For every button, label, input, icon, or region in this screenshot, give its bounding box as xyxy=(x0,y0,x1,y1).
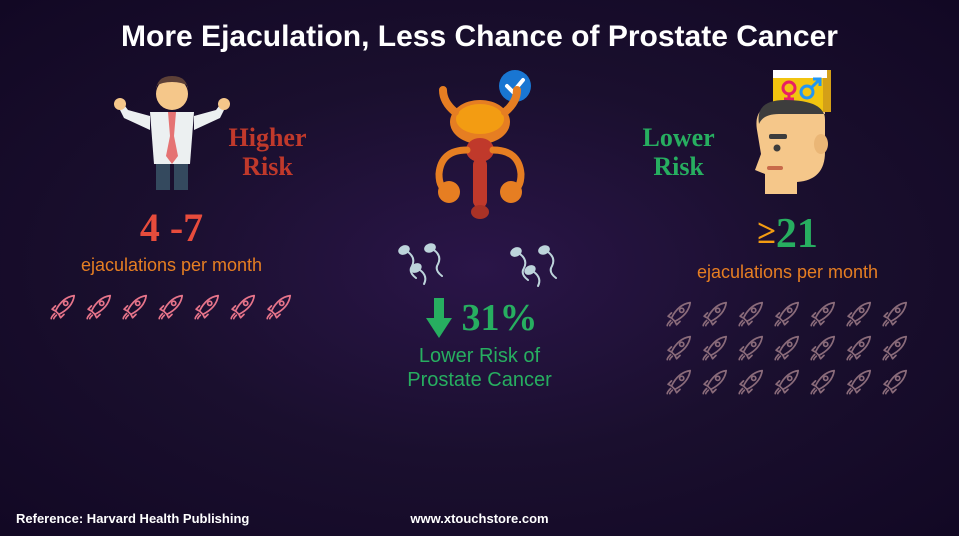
footer-site: www.xtouchstore.com xyxy=(410,511,548,526)
center-caption-line1: Lower Risk of xyxy=(419,345,540,367)
right-caption: ejaculations per month xyxy=(643,262,933,283)
sperm-icons xyxy=(330,240,630,290)
lower-risk-line2: Risk xyxy=(653,152,704,181)
lower-risk-line1: Lower xyxy=(643,123,715,152)
left-caption: ejaculations per month xyxy=(27,255,317,276)
higher-risk-label: Higher Risk xyxy=(229,124,307,181)
organ-icon xyxy=(330,64,630,234)
center-stat: 31% xyxy=(330,296,630,340)
gte-symbol: ≥ xyxy=(757,214,776,251)
right-number-val: 21 xyxy=(776,211,818,257)
sperm-left-icon xyxy=(390,240,460,290)
right-panel: Lower Risk ≥21 ejaculations per month xyxy=(643,64,933,399)
lower-risk-label: Lower Risk xyxy=(643,124,715,181)
higher-risk-line2: Risk xyxy=(242,152,293,181)
left-rockets xyxy=(27,290,317,320)
footer-reference: Reference: Harvard Health Publishing xyxy=(16,511,249,526)
center-caption: Lower Risk of Prostate Cancer xyxy=(330,344,630,392)
sperm-right-icon xyxy=(500,240,570,290)
center-caption-line2: Prostate Cancer xyxy=(407,369,552,391)
infographic-columns: Higher Risk 4 -7 ejaculations per month xyxy=(0,54,959,399)
center-panel: 31% Lower Risk of Prostate Cancer xyxy=(330,64,630,399)
page-title: More Ejaculation, Less Chance of Prostat… xyxy=(0,0,959,54)
higher-risk-line1: Higher xyxy=(229,123,307,152)
left-number: 4 -7 xyxy=(27,204,317,251)
down-arrow-icon xyxy=(422,296,456,340)
right-rockets xyxy=(643,297,933,395)
center-percent: 31% xyxy=(462,296,538,340)
left-panel: Higher Risk 4 -7 ejaculations per month xyxy=(27,64,317,399)
